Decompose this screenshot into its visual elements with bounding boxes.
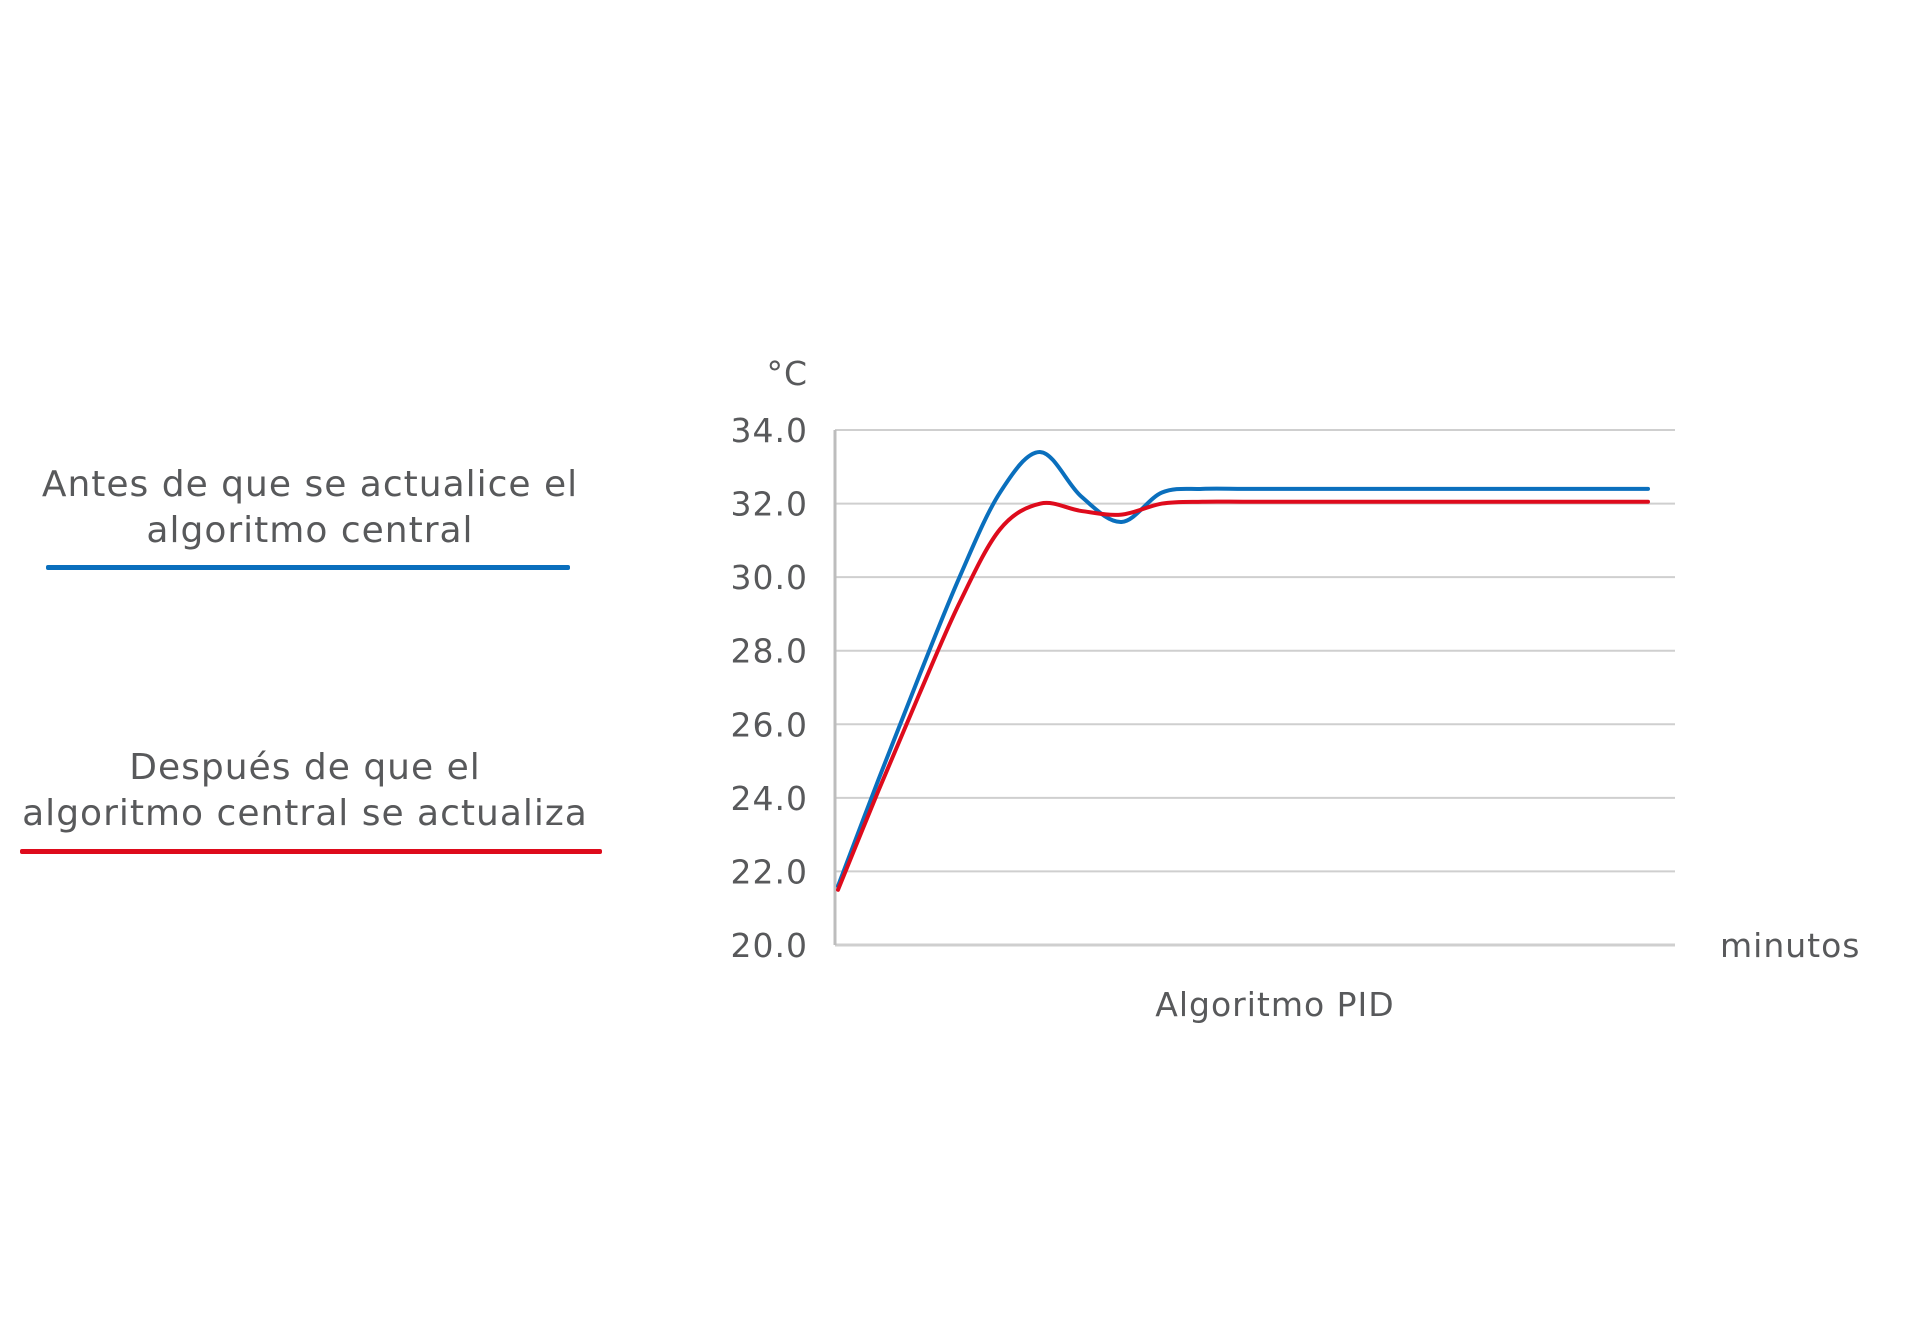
legend-label-before-line1: Antes de que se actualice el <box>41 464 579 505</box>
x-axis-unit-label: minutos <box>1720 926 1860 965</box>
y-tick-label-4: 28.0 <box>731 632 808 671</box>
legend-line-after <box>20 849 602 854</box>
legend-label-before: Antes de que se actualice el algoritmo c… <box>0 462 620 554</box>
y-tick-label-2: 24.0 <box>731 779 808 818</box>
series-line-0 <box>836 450 1650 889</box>
y-axis-title: °C <box>766 354 808 393</box>
y-tick-label-6: 32.0 <box>731 485 808 524</box>
y-tick-label-3: 26.0 <box>731 705 808 744</box>
legend-label-after: Después de que el algoritmo central se a… <box>0 745 610 837</box>
series-lines <box>836 450 1650 892</box>
x-axis-title: Algoritmo PID <box>1155 985 1394 1024</box>
y-tick-label-5: 30.0 <box>731 558 808 597</box>
y-tick-label-1: 22.0 <box>731 852 808 891</box>
grid-lines <box>835 429 1675 947</box>
legend-label-after-line1: Después de que el <box>129 747 481 788</box>
y-tick-labels: 20.0 22.0 24.0 26.0 28.0 30.0 32.0 34.0 <box>731 411 808 965</box>
legend-line-before <box>46 565 570 570</box>
legend-label-before-line2: algoritmo central <box>146 510 474 551</box>
series-line-1 <box>836 499 1650 892</box>
y-tick-label-0: 20.0 <box>731 926 808 965</box>
y-tick-label-7: 34.0 <box>731 411 808 450</box>
legend-label-after-line2: algoritmo central se actualiza <box>22 793 588 834</box>
